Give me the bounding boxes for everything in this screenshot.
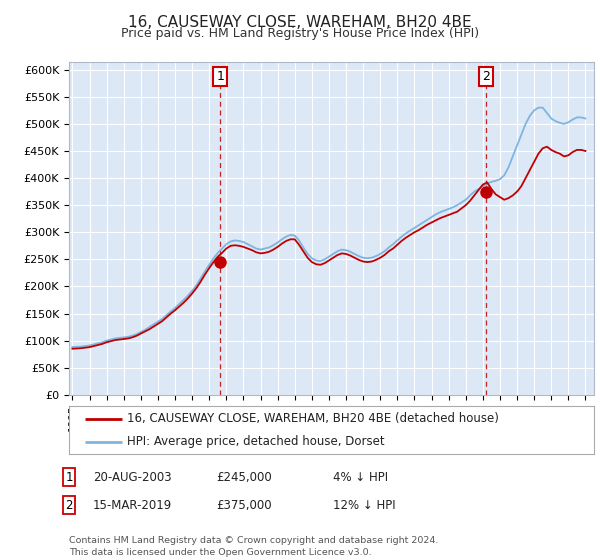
Text: HPI: Average price, detached house, Dorset: HPI: Average price, detached house, Dors… [127, 435, 385, 448]
Text: 20-AUG-2003: 20-AUG-2003 [93, 470, 172, 484]
Text: 12% ↓ HPI: 12% ↓ HPI [333, 498, 395, 512]
Text: 16, CAUSEWAY CLOSE, WAREHAM, BH20 4BE: 16, CAUSEWAY CLOSE, WAREHAM, BH20 4BE [128, 15, 472, 30]
Text: 4% ↓ HPI: 4% ↓ HPI [333, 470, 388, 484]
Text: 1: 1 [65, 470, 73, 484]
Text: Contains HM Land Registry data © Crown copyright and database right 2024.: Contains HM Land Registry data © Crown c… [69, 536, 439, 545]
Text: 2: 2 [65, 498, 73, 512]
Text: 16, CAUSEWAY CLOSE, WAREHAM, BH20 4BE (detached house): 16, CAUSEWAY CLOSE, WAREHAM, BH20 4BE (d… [127, 412, 499, 426]
Text: 15-MAR-2019: 15-MAR-2019 [93, 498, 172, 512]
Text: £375,000: £375,000 [216, 498, 272, 512]
Text: This data is licensed under the Open Government Licence v3.0.: This data is licensed under the Open Gov… [69, 548, 371, 557]
Text: 1: 1 [216, 70, 224, 83]
Text: 2: 2 [482, 70, 490, 83]
Text: Price paid vs. HM Land Registry's House Price Index (HPI): Price paid vs. HM Land Registry's House … [121, 27, 479, 40]
Text: £245,000: £245,000 [216, 470, 272, 484]
